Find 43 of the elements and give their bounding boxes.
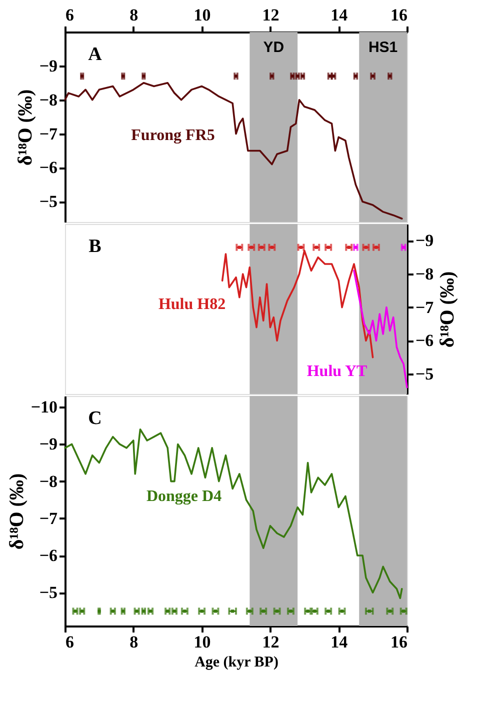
x-tick-label: 6 xyxy=(66,632,74,652)
annotation: B xyxy=(88,236,102,257)
y-tick-label: −10 xyxy=(30,398,58,417)
annotation: C xyxy=(88,408,102,429)
x2-tick-label: 8 xyxy=(130,6,138,24)
y2-tick-label: −8 xyxy=(416,264,434,284)
x-tick-label: 16 xyxy=(390,632,408,652)
y-tick-label: −9 xyxy=(39,56,58,76)
x2-tick-label: 12 xyxy=(262,6,280,24)
series-label: Hulu YT xyxy=(306,363,368,380)
x2-tick-label: 16 xyxy=(390,6,408,24)
y-axis-title: δ¹⁸O (‰) xyxy=(14,89,36,166)
x-tick-label: 12 xyxy=(262,632,280,652)
x2-tick-label: 14 xyxy=(330,6,348,24)
y-tick-label: −7 xyxy=(39,124,58,144)
series-label: Hulu H82 xyxy=(158,296,226,313)
x-tick-label: 14 xyxy=(330,632,348,652)
y-tick-label: −5 xyxy=(39,583,58,602)
y2-tick-label: −5 xyxy=(416,364,434,384)
y-tick-label: −8 xyxy=(39,90,58,110)
y-tick-label: −9 xyxy=(39,434,58,454)
y2-tick-label: −7 xyxy=(416,298,434,317)
y-tick-label: −5 xyxy=(39,192,58,212)
y-tick-label: −6 xyxy=(39,546,58,566)
y2-axis-title: δ¹⁸O (‰) xyxy=(436,271,459,348)
x-tick-label: 10 xyxy=(194,632,211,652)
y-tick-label: −7 xyxy=(39,508,58,528)
y-tick-label: −8 xyxy=(39,472,58,491)
series-label: Furong FR5 xyxy=(131,127,215,144)
y-axis-title: δ¹⁸O (‰) xyxy=(6,473,28,550)
y2-tick-label: −6 xyxy=(416,331,434,350)
line-series xyxy=(64,428,403,600)
x2-tick-label: 10 xyxy=(194,6,211,24)
x-axis-title: Age (kyr BP) xyxy=(194,654,278,670)
band-label: YD xyxy=(263,39,284,56)
x-tick-label: 8 xyxy=(130,632,138,652)
annotation: A xyxy=(88,44,102,65)
y-tick-label: −6 xyxy=(39,158,58,178)
y2-tick-label: −9 xyxy=(416,231,434,250)
series-label: Dongge D4 xyxy=(146,488,222,505)
x2-tick-label: 6 xyxy=(66,6,74,24)
line-series xyxy=(64,82,403,220)
band-label: HS1 xyxy=(368,39,398,56)
